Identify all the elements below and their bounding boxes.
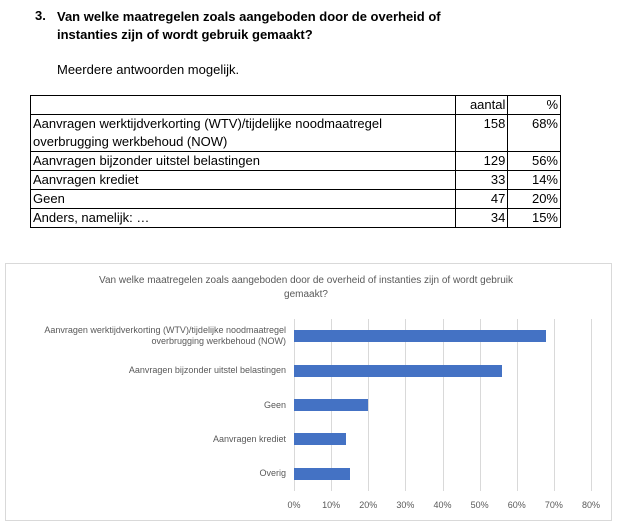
table-row: Anders, namelijk: … 34 15% — [30, 208, 561, 228]
cell: 20% — [507, 189, 561, 209]
cell: 14% — [507, 170, 561, 190]
bar — [294, 433, 346, 446]
x-tick-label: 50% — [470, 500, 489, 510]
cell: 68% — [507, 114, 561, 152]
table-row: aantal% — [30, 95, 561, 115]
table-row: Aanvragen bijzonder uitstel belastingen 1… — [30, 151, 561, 171]
question-note: Meerdere antwoorden mogelijk. — [57, 62, 240, 77]
row-label: Aanvragen werktijdverkorting (WTV)/tijde… — [30, 114, 456, 152]
cell: 47 — [454, 189, 509, 209]
x-tick-label: 40% — [433, 500, 452, 510]
cell: 34 — [454, 208, 509, 228]
category-label: Aanvragen krediet — [212, 433, 286, 444]
table-row: Aanvragen werktijdverkorting (WTV)/tijde… — [30, 114, 561, 152]
row-label: Geen — [30, 189, 456, 209]
grid-line — [553, 319, 555, 491]
cell: 56% — [507, 151, 561, 171]
table-row: Geen 47 20% — [30, 189, 561, 209]
cell: 33 — [454, 170, 509, 190]
grid-line — [405, 319, 407, 491]
row-label: Aanvragen krediet — [30, 170, 456, 190]
question-text: Van welke maatregelen zoals aangeboden d… — [57, 9, 441, 42]
chart-title: Van welke maatregelen zoals aangeboden d… — [99, 275, 513, 300]
bar — [294, 399, 369, 411]
chart: Van welke maatregelen zoals aangeboden d… — [5, 263, 612, 521]
bar — [294, 467, 350, 480]
cell: 158 — [454, 114, 509, 152]
grid-line — [591, 319, 592, 491]
bar — [294, 364, 502, 377]
cell: 129 — [454, 151, 509, 171]
category-label: Aanvragen bijzonder uitstel belastingen — [128, 365, 286, 376]
x-tick-label: 70% — [544, 500, 563, 510]
category-label: Overig — [259, 468, 286, 479]
x-tick-label: 10% — [322, 500, 341, 510]
grid-line — [442, 319, 444, 491]
cell: 15% — [507, 208, 561, 228]
cell: % — [507, 95, 561, 115]
table: aantal% Aanvragen werktijdverkorting (WTV… — [30, 95, 561, 228]
x-tick-label: 60% — [507, 500, 526, 510]
row-label: Aanvragen bijzonder uitstel belastingen — [30, 151, 456, 171]
bar — [294, 330, 547, 343]
grid-line — [516, 319, 518, 491]
grid-line — [479, 319, 481, 491]
x-tick-label: 0% — [287, 500, 301, 510]
question-number: 3. — [35, 8, 46, 23]
grid-line — [368, 319, 370, 491]
row-label — [30, 95, 456, 115]
table-row: Aanvragen krediet 33 14% — [30, 170, 561, 190]
category-label: Geen — [263, 399, 286, 410]
row-label: Anders, namelijk: … — [30, 208, 456, 228]
cell: aantal — [454, 95, 509, 115]
x-tick-label: 80% — [581, 500, 600, 510]
x-tick-label: 20% — [359, 500, 378, 510]
x-tick-label: 30% — [396, 500, 415, 510]
category-label: Aanvragen werktijdverkorting (WTV)/tijde… — [44, 325, 286, 347]
